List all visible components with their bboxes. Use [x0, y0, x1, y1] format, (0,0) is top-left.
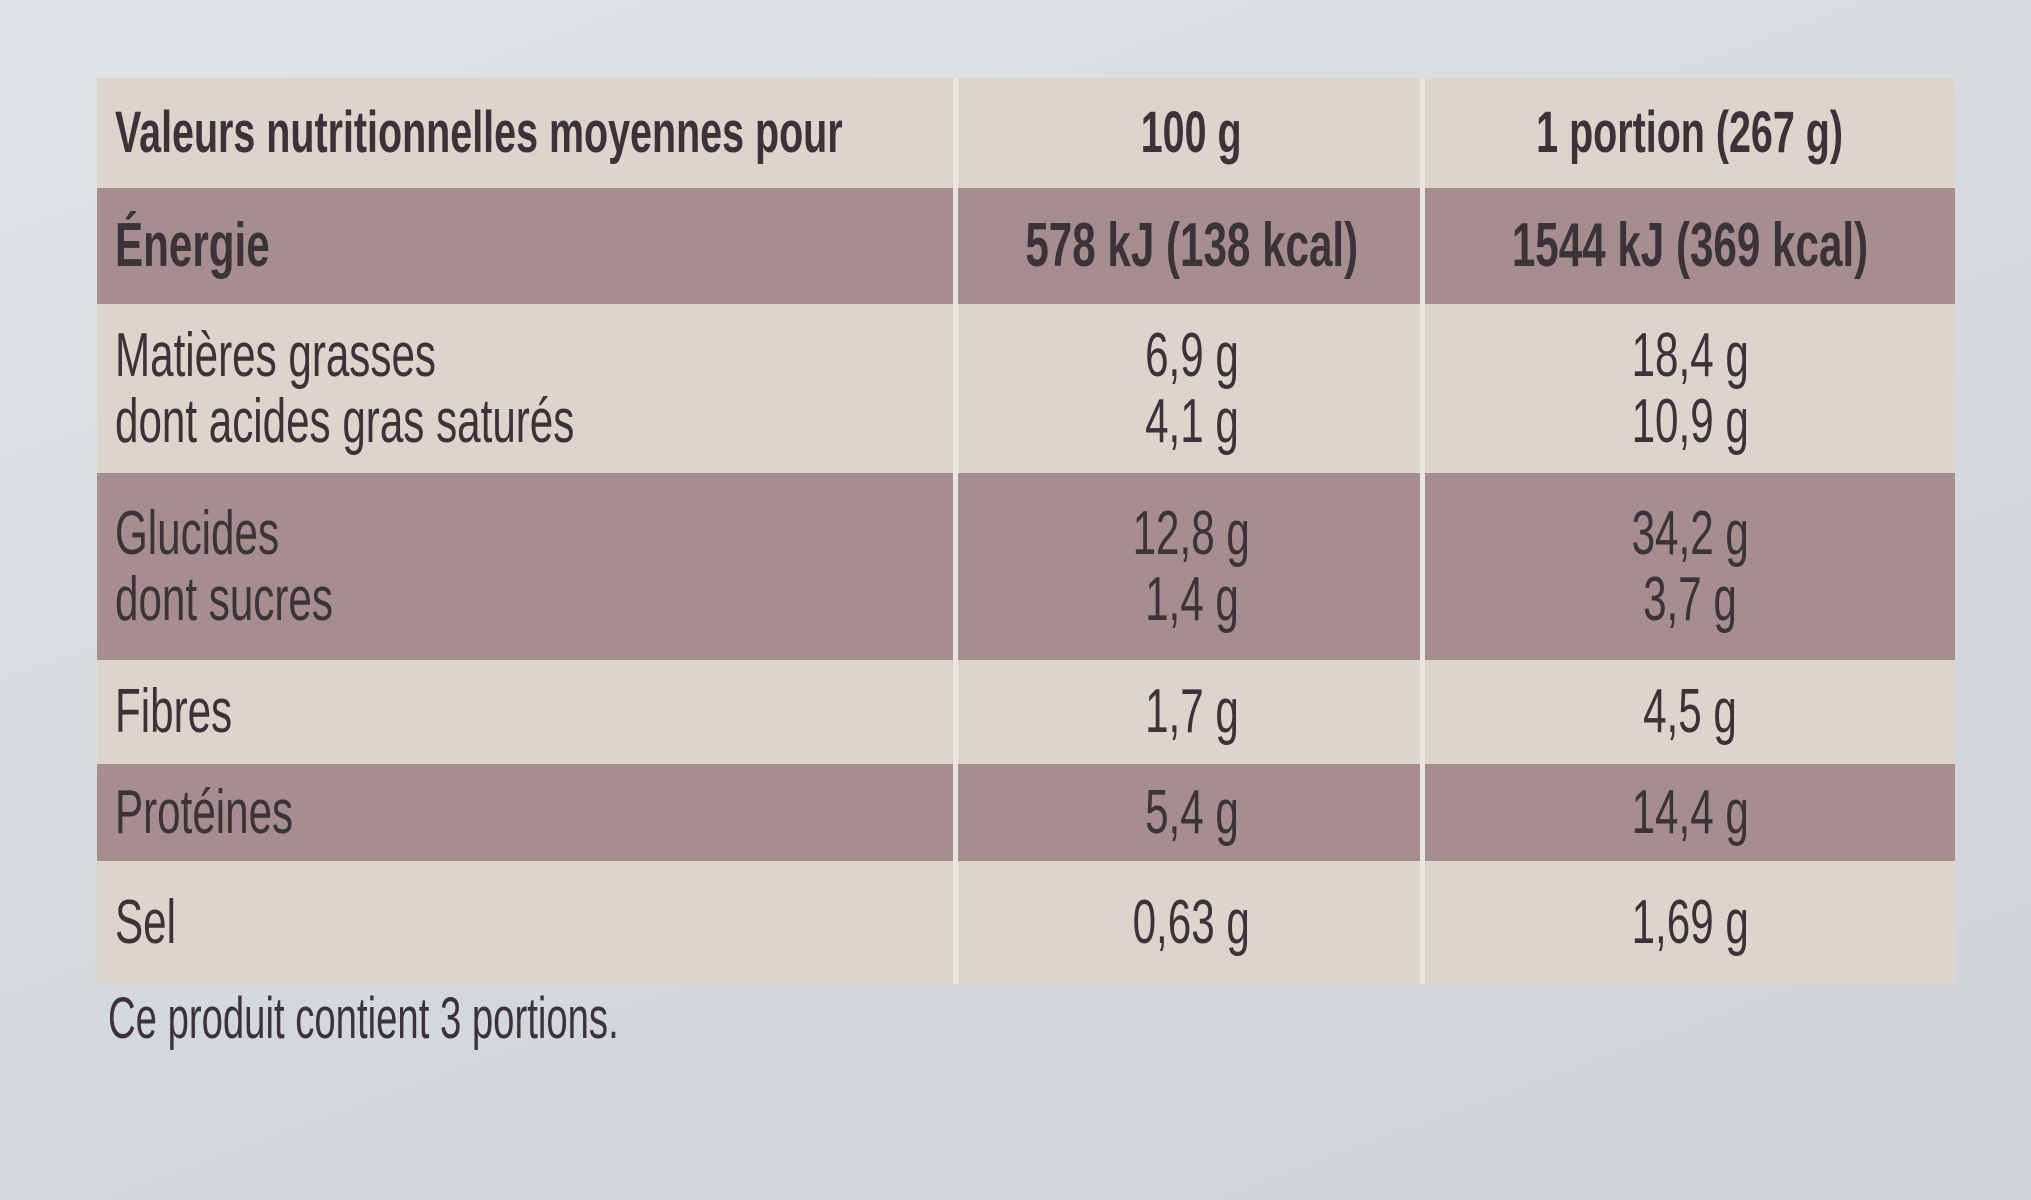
cell-text: 0,63 g [1132, 887, 1251, 957]
cell-text: Matières grasses [115, 320, 437, 390]
table-cell: Valeurs nutritionnelles moyennes pour [115, 78, 935, 188]
cell-text: dont acides gras saturés [115, 386, 575, 456]
cell-text: 3,7 g [1643, 564, 1737, 634]
column-divider [953, 473, 958, 660]
table-cell: 4,5 g [1425, 660, 1955, 764]
column-divider [1420, 188, 1425, 304]
table-cell: 578 kJ (138 kcal) [958, 188, 1425, 304]
table-cell: 14,4 g [1425, 764, 1955, 861]
footnote: Ce produit contient 3 portions. [108, 986, 619, 1051]
table-row: Glucides dont sucres 12,8 g 1,4 g 34,2 g 3,7 … [97, 473, 1955, 660]
table-row: Énergie 578 kJ (138 kcal) 1544 kJ (369 kca… [97, 188, 1955, 304]
table-cell: 1,7 g [958, 660, 1425, 764]
cell-text: 1544 kJ (369 kcal) [1511, 211, 1869, 280]
cell-text: Sel [115, 887, 176, 957]
table-cell: 1 portion (267 g) [1425, 78, 1955, 188]
cell-text: 4,1 g [1144, 386, 1239, 456]
column-divider [1420, 304, 1425, 473]
column-divider [1420, 660, 1425, 764]
table-cell: 5,4 g [958, 764, 1425, 861]
table-cell: 34,2 g 3,7 g [1425, 473, 1955, 660]
cell-text: Protéines [115, 777, 294, 847]
column-divider [1420, 473, 1425, 660]
table-cell: 1544 kJ (369 kcal) [1425, 188, 1955, 304]
cell-text: 5,4 g [1144, 777, 1239, 847]
cell-text: 12,8 g [1132, 498, 1251, 568]
table-cell: 1,69 g [1425, 861, 1955, 984]
column-divider [1420, 764, 1425, 861]
cell-text: 578 kJ (138 kcal) [1025, 211, 1358, 280]
cell-text: 1 portion (267 g) [1536, 100, 1844, 165]
cell-text: 6,9 g [1144, 320, 1239, 390]
cell-text: 10,9 g [1631, 386, 1749, 456]
table-row: Valeurs nutritionnelles moyennes pour 100… [97, 78, 1955, 188]
column-divider [1420, 861, 1425, 984]
column-divider [1420, 78, 1425, 188]
cell-text: 1,69 g [1631, 887, 1749, 957]
column-divider [953, 861, 958, 984]
cell-text: 1,7 g [1144, 677, 1239, 746]
table-cell: Glucides dont sucres [115, 473, 935, 660]
column-divider [953, 188, 958, 304]
table-cell: 0,63 g [958, 861, 1425, 984]
table-cell: 6,9 g 4,1 g [958, 304, 1425, 473]
cell-text: 100 g [1141, 100, 1242, 165]
cell-text: dont sucres [115, 564, 333, 634]
table-cell: Matières grasses dont acides gras saturés [115, 304, 935, 473]
table-row: Sel 0,63 g 1,69 g [97, 861, 1955, 984]
cell-text: Glucides [115, 498, 280, 568]
column-divider [953, 78, 958, 188]
column-divider [953, 660, 958, 764]
cell-text: Valeurs nutritionnelles moyennes pour [115, 100, 843, 165]
cell-text: 34,2 g [1631, 498, 1749, 568]
cell-text: Fibres [115, 677, 233, 746]
table-cell: Protéines [115, 764, 935, 861]
cell-text: 14,4 g [1631, 777, 1749, 847]
table-cell: 12,8 g 1,4 g [958, 473, 1425, 660]
table-row: Protéines 5,4 g 14,4 g [97, 764, 1955, 861]
cell-text: 1,4 g [1144, 564, 1239, 634]
table-cell: 100 g [958, 78, 1425, 188]
cell-text: Énergie [115, 211, 270, 280]
table-cell: Fibres [115, 660, 935, 764]
table-row: Fibres 1,7 g 4,5 g [97, 660, 1955, 764]
cell-text: 18,4 g [1631, 320, 1749, 390]
table-cell: 18,4 g 10,9 g [1425, 304, 1955, 473]
table-cell: Sel [115, 861, 935, 984]
nutrition-table: Valeurs nutritionnelles moyennes pour 100… [97, 78, 1955, 984]
table-cell: Énergie [115, 188, 935, 304]
column-divider [953, 764, 958, 861]
cell-text: 4,5 g [1643, 677, 1737, 746]
column-divider [953, 304, 958, 473]
table-row: Matières grasses dont acides gras saturés… [97, 304, 1955, 473]
